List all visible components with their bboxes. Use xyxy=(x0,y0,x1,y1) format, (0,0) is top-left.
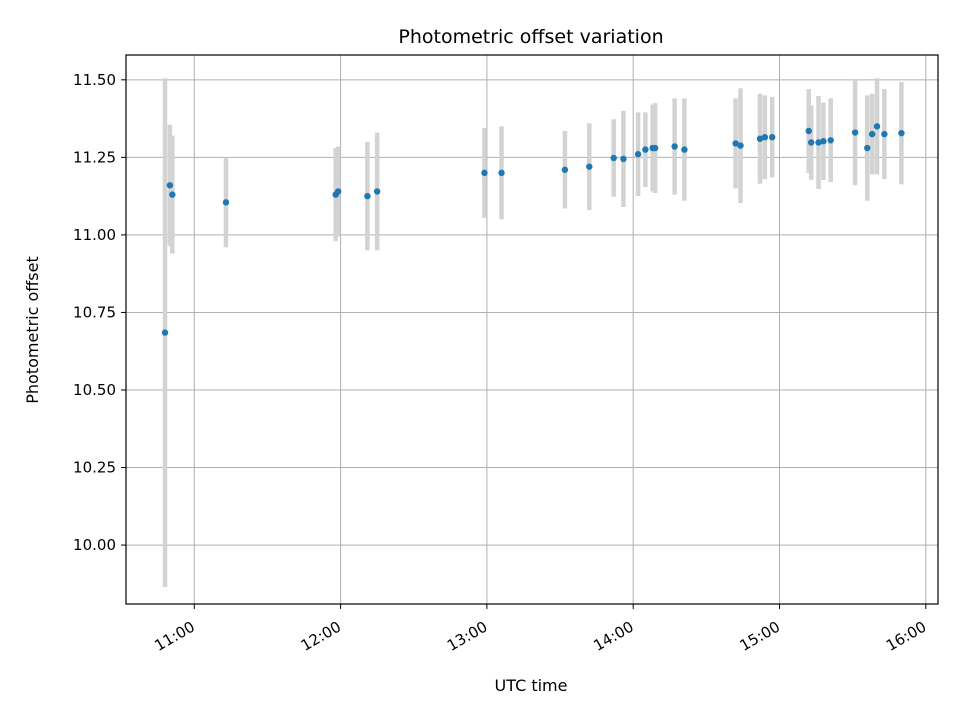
data-point xyxy=(756,135,764,142)
data-point xyxy=(642,146,649,153)
data-point xyxy=(768,133,776,141)
y-axis-ticks: 10.00 10.25 10.50 10.75 11.00 11.25 11.50 xyxy=(73,71,126,554)
x-axis-label: UTC time xyxy=(495,676,568,695)
data-point xyxy=(373,188,381,195)
x-tick-label: 11:00 xyxy=(151,618,197,655)
data-point xyxy=(898,129,905,137)
y-axis-label: Photometric offset xyxy=(23,256,42,404)
x-tick-label: 13:00 xyxy=(444,618,490,655)
data-point xyxy=(681,146,688,153)
data-point xyxy=(808,139,815,146)
data-point xyxy=(498,169,505,177)
data-point xyxy=(651,144,659,152)
data-point xyxy=(881,130,888,138)
x-tick-label: 12:00 xyxy=(298,618,344,655)
y-tick-label: 11.00 xyxy=(73,226,116,244)
data-point xyxy=(761,133,769,141)
data-point xyxy=(364,192,371,200)
error-bars xyxy=(162,78,904,587)
data-point xyxy=(620,155,627,163)
data-point xyxy=(586,163,593,170)
data-point xyxy=(161,329,169,336)
data-point xyxy=(873,123,881,130)
plot-frame xyxy=(125,54,939,605)
data-point xyxy=(827,137,834,144)
data-point xyxy=(334,188,342,195)
data-point xyxy=(805,127,812,135)
x-tick-label: 14:00 xyxy=(590,618,636,655)
y-tick-label: 10.50 xyxy=(73,381,116,399)
data-point xyxy=(222,199,230,206)
data-point xyxy=(561,166,569,173)
data-point xyxy=(737,142,744,149)
data-point xyxy=(851,129,859,136)
data-point xyxy=(671,143,678,150)
data-point xyxy=(732,140,739,147)
data-point xyxy=(820,138,827,145)
data-point xyxy=(868,130,876,138)
y-tick-label: 11.50 xyxy=(73,71,116,89)
x-axis-ticks: 11:00 12:00 13:00 14:00 15:00 16:00 xyxy=(151,604,929,655)
y-tick-label: 10.75 xyxy=(73,303,116,321)
data-point xyxy=(864,144,871,152)
x-tick-label: 15:00 xyxy=(737,618,783,655)
y-tick-label: 10.25 xyxy=(73,459,116,477)
data-point xyxy=(634,151,642,158)
y-tick-label: 11.25 xyxy=(73,148,116,166)
data-point xyxy=(166,182,174,189)
data-point xyxy=(169,191,176,198)
data-point xyxy=(481,169,488,177)
chart-title: Photometric offset variation xyxy=(398,26,663,48)
y-tick-label: 10.00 xyxy=(73,536,116,554)
data-points xyxy=(161,123,905,336)
grid-lines xyxy=(126,55,938,604)
x-tick-label: 16:00 xyxy=(883,618,929,655)
data-point xyxy=(815,139,822,146)
data-point xyxy=(610,154,617,162)
